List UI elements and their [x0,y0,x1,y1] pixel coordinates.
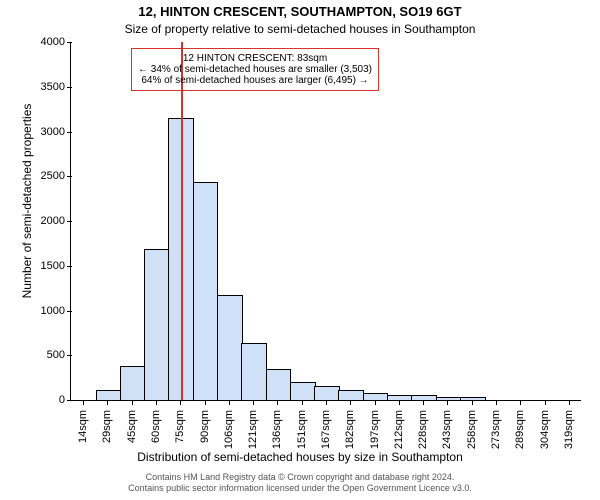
x-tick-mark [253,400,254,405]
x-tick-mark [399,400,400,405]
x-tick-mark [205,400,206,405]
x-tick: 151sqm [296,406,308,449]
x-tick: 258sqm [466,406,478,449]
y-tick: 1000 [41,305,71,317]
histogram-bar [120,366,146,400]
plot-area: 0500100015002000250030003500400014sqm29s… [70,42,581,401]
y-tick: 3500 [41,81,71,93]
x-tick: 90sqm [199,406,211,443]
chart-title-line2: Size of property relative to semi-detach… [0,22,600,36]
x-tick-mark [83,400,84,405]
x-tick-mark [423,400,424,405]
x-tick-mark [350,400,351,405]
x-tick-mark [229,400,230,405]
x-tick: 60sqm [150,406,162,443]
chart-title-line1: 12, HINTON CRESCENT, SOUTHAMPTON, SO19 6… [0,4,600,19]
y-tick: 1500 [41,260,71,272]
y-tick: 3000 [41,126,71,138]
x-tick-mark [156,400,157,405]
x-tick: 289sqm [514,406,526,449]
x-tick: 167sqm [320,406,332,449]
footer-attribution: Contains HM Land Registry data © Crown c… [0,472,600,495]
y-axis-label: Number of semi-detached properties [20,22,34,380]
x-tick: 106sqm [223,406,235,449]
histogram-bar [241,343,267,400]
x-tick-mark [496,400,497,405]
x-tick: 182sqm [344,406,356,449]
y-tick: 2000 [41,215,71,227]
annotation-box: 12 HINTON CRESCENT: 83sqm← 34% of semi-d… [131,48,379,91]
histogram-bar [193,182,219,400]
x-tick-mark [569,400,570,405]
y-tick: 2500 [41,170,71,182]
histogram-bar [290,382,316,400]
histogram-bar [217,295,243,400]
histogram-bar [144,249,170,400]
histogram-bar [387,395,413,400]
y-tick: 500 [47,349,71,361]
x-tick-mark [472,400,473,405]
x-tick: 243sqm [441,406,453,449]
histogram-bar [460,397,486,400]
x-tick: 121sqm [247,406,259,449]
x-tick-mark [447,400,448,405]
x-tick: 75sqm [174,406,186,443]
y-tick: 0 [59,394,71,406]
x-tick-mark [180,400,181,405]
annotation-line: 64% of semi-detached houses are larger (… [138,75,372,86]
x-tick: 304sqm [539,406,551,449]
annotation-line: 12 HINTON CRESCENT: 83sqm [138,53,372,64]
x-tick-mark [132,400,133,405]
histogram-bar [96,390,122,400]
x-tick: 45sqm [126,406,138,443]
histogram-bar [314,386,340,400]
x-tick: 197sqm [369,406,381,449]
x-tick: 212sqm [393,406,405,449]
histogram-bar [363,393,389,400]
x-axis-label: Distribution of semi-detached houses by … [0,450,600,464]
x-tick: 136sqm [271,406,283,449]
x-tick-mark [520,400,521,405]
x-tick-mark [277,400,278,405]
x-tick-mark [545,400,546,405]
x-tick-mark [302,400,303,405]
x-tick: 29sqm [101,406,113,443]
x-tick-mark [375,400,376,405]
y-tick: 4000 [41,36,71,48]
x-tick-mark [107,400,108,405]
x-tick: 319sqm [563,406,575,449]
annotation-line: ← 34% of semi-detached houses are smalle… [138,64,372,75]
x-tick: 228sqm [417,406,429,449]
x-tick: 14sqm [77,406,89,443]
x-tick: 273sqm [490,406,502,449]
histogram-bar [266,369,292,400]
histogram-bar [338,390,364,400]
x-tick-mark [326,400,327,405]
property-marker-line [181,42,183,400]
